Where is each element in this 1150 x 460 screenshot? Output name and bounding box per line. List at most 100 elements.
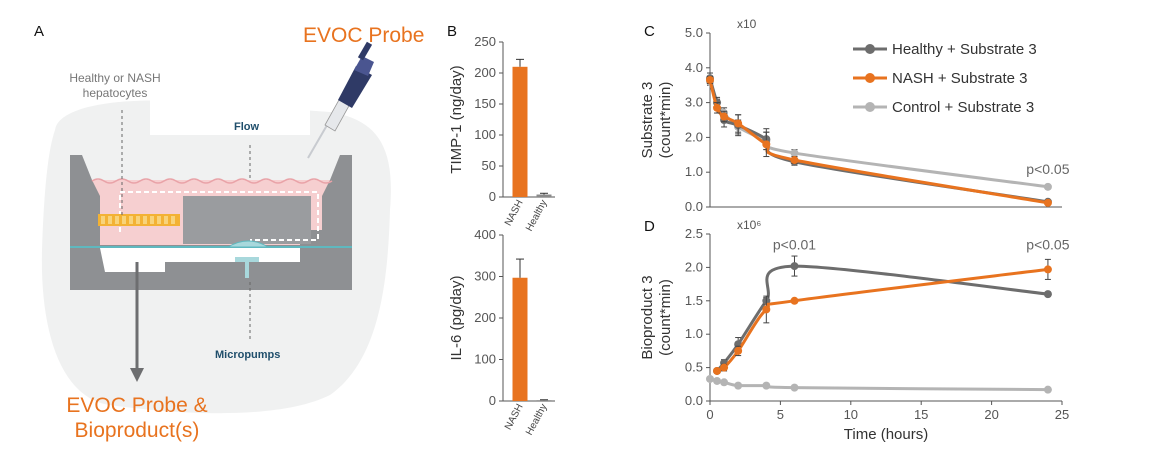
bar-nash <box>512 66 528 197</box>
legend-swatch-marker <box>865 73 875 83</box>
category-label: Healthy <box>524 402 550 437</box>
micropumps-label: Micropumps <box>215 349 280 361</box>
category-label: NASH <box>503 402 526 432</box>
legend-entry: Control + Substrate 3 <box>892 99 1034 116</box>
y-tick-label: 1.5 <box>685 293 703 308</box>
data-point <box>790 383 799 392</box>
data-point <box>713 366 722 375</box>
bar-nash <box>512 277 528 401</box>
x-tick-label: 0 <box>706 407 713 422</box>
bar-healthy <box>536 400 552 401</box>
data-point <box>762 140 771 149</box>
data-point <box>1043 265 1052 274</box>
y-multiplier-label: x10 <box>737 17 757 31</box>
lower-chamber <box>100 248 300 272</box>
data-point <box>1043 290 1052 299</box>
hepatocyte-cells <box>101 216 175 224</box>
probe-title: EVOC Probe <box>303 24 424 47</box>
category-label: NASH <box>503 198 526 228</box>
tissue-wave <box>91 178 333 184</box>
panel-letter-a: A <box>34 23 44 40</box>
cells-label-line1: Healthy or NASH <box>69 71 160 85</box>
y-tick-label: 0.0 <box>685 393 703 408</box>
y-tick-label: 200 <box>474 65 496 80</box>
data-point <box>713 376 722 385</box>
data-point <box>706 374 714 383</box>
y-tick-label: 100 <box>474 352 496 367</box>
y-tick-label: 3.0 <box>685 95 703 110</box>
y-tick-label: 0.5 <box>685 360 703 375</box>
series-line-2 <box>709 377 1048 392</box>
micropump <box>226 240 270 248</box>
y-tick-label: 400 <box>474 227 496 242</box>
y-tick-label: 5.0 <box>685 25 703 40</box>
y-tick-label: 1.0 <box>685 164 703 179</box>
panel-a: A <box>34 23 424 442</box>
y-tick-label: 2.0 <box>685 129 703 144</box>
data-point <box>713 103 722 112</box>
legend-entry: Healthy + Substrate 3 <box>892 41 1037 58</box>
data-point <box>720 112 729 121</box>
data-point <box>706 75 714 84</box>
cells-label-line2: hepatocytes <box>83 86 148 100</box>
bar-healthy <box>536 194 552 197</box>
data-point <box>1043 385 1052 394</box>
legend-swatch-marker <box>865 102 875 112</box>
data-point <box>790 296 799 305</box>
y-tick-label: 300 <box>474 269 496 284</box>
legend: Healthy + Substrate 3 NASH + Substrate 3 C… <box>853 41 1037 116</box>
data-point <box>790 262 799 271</box>
p-value-annotation: p<0.01 <box>773 236 816 252</box>
y-multiplier-label: x10⁶ <box>737 218 761 232</box>
y-axis-title: IL-6 (pg/day) <box>448 275 465 360</box>
substrate-line-chart: 0.0 1.0 2.0 3.0 4.0 5.0 x10 Substrate 3 (count*m… <box>639 17 1070 214</box>
y-tick-label: 0 <box>489 189 496 204</box>
chip-insert <box>183 196 311 244</box>
category-label: Healthy <box>524 198 550 233</box>
y-axis-title-line1: Bioproduct 3 <box>639 275 656 359</box>
y-tick-label: 4.0 <box>685 60 703 75</box>
p-value-annotation: p<0.05 <box>1026 161 1069 177</box>
flow-path <box>119 191 319 241</box>
x-tick-label: 25 <box>1055 407 1069 422</box>
legend-swatch-marker <box>865 44 875 54</box>
data-point <box>720 363 729 372</box>
y-tick-label: 2.0 <box>685 259 703 274</box>
panel-letter-c: C <box>644 23 655 40</box>
data-point <box>1043 182 1052 191</box>
y-tick-label: 0.0 <box>685 199 703 214</box>
diagram-notch <box>150 85 310 135</box>
y-tick-label: 100 <box>474 127 496 142</box>
x-tick-label: 20 <box>984 407 998 422</box>
flow-label: Flow <box>234 121 259 133</box>
y-tick-label: 200 <box>474 310 496 325</box>
y-tick-label: 150 <box>474 96 496 111</box>
y-tick-label: 0 <box>489 393 496 408</box>
y-axis-title-line2: (count*min) <box>657 279 674 356</box>
x-tick-label: 15 <box>914 407 928 422</box>
panel-letter-d: D <box>644 218 655 235</box>
data-point <box>720 378 729 387</box>
pipette-icon <box>307 41 374 159</box>
x-tick-label: 5 <box>777 407 784 422</box>
y-axis-title-line1: Substrate 3 <box>639 82 656 159</box>
data-point <box>734 381 743 390</box>
data-point <box>790 149 799 158</box>
data-point <box>790 156 799 165</box>
y-axis-title-line2: (count*min) <box>657 82 674 159</box>
data-point <box>762 381 771 390</box>
p-value-annotation: p<0.05 <box>1026 236 1069 252</box>
data-point <box>734 346 743 355</box>
output-label-line2: Bioproduct(s) <box>75 419 200 442</box>
x-axis-title: Time (hours) <box>844 426 928 443</box>
bioproduct-line-chart: 0.0 0.5 1.0 1.5 2.0 2.5 0 5 10 15 20 25 x10⁶ Bioprodu… <box>639 218 1070 443</box>
output-arrow-head <box>130 368 144 382</box>
data-point <box>734 119 743 128</box>
x-tick-label: 10 <box>844 407 858 422</box>
y-tick-label: 1.0 <box>685 326 703 341</box>
micropump-stem <box>245 262 249 278</box>
data-point <box>762 305 771 314</box>
